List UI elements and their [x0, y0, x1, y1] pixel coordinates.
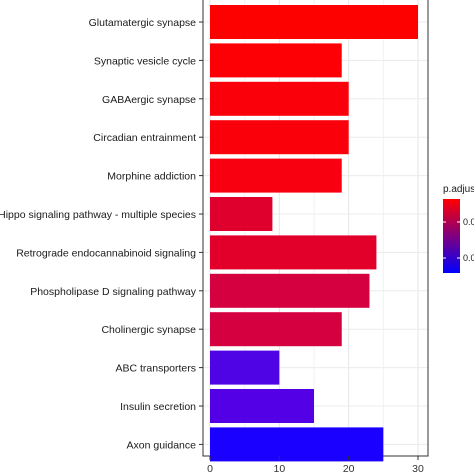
bar	[210, 81, 349, 116]
legend-tick-label: 0.0	[463, 253, 474, 263]
bars	[210, 5, 418, 462]
x-axis: 0 10 20 30	[207, 456, 424, 474]
y-tick-label: Morphine addiction	[107, 171, 196, 183]
y-tick-label: Cholinergic synapse	[101, 324, 196, 336]
y-tick-label: Insulin secretion	[120, 401, 196, 413]
y-axis-labels: Glutamatergic synapse Synaptic vesicle cy…	[0, 17, 203, 451]
legend-colorbar	[443, 199, 460, 273]
x-tick-label: 0	[207, 463, 213, 474]
y-tick-label: Retrograde endocannabinoid signaling	[16, 247, 196, 259]
bar	[210, 158, 342, 193]
bar	[210, 389, 314, 423]
bar	[210, 43, 342, 78]
legend: p.adjust 0.0 0.0	[443, 184, 474, 273]
y-tick-label: Synaptic vesicle cycle	[94, 55, 196, 67]
bar	[210, 273, 370, 308]
x-tick-label: 20	[343, 463, 355, 474]
y-tick-label: ABC transporters	[115, 363, 196, 375]
bar	[210, 120, 349, 155]
y-tick-label: Circadian entrainment	[93, 132, 196, 144]
legend-title: p.adjust	[443, 184, 474, 195]
bar	[210, 312, 342, 347]
x-tick-label: 30	[412, 463, 424, 474]
y-tick-label: Axon guidance	[127, 439, 197, 451]
bar	[210, 235, 377, 270]
bar	[210, 197, 273, 231]
legend-tick-label: 0.0	[463, 217, 474, 227]
y-tick-label: Glutamatergic synapse	[89, 17, 197, 29]
y-tick-label: Hippo signaling pathway - multiple speci…	[0, 209, 196, 221]
y-tick-label: GABAergic synapse	[102, 94, 196, 106]
bar	[210, 350, 280, 385]
x-tick-label: 10	[273, 463, 285, 474]
bar	[210, 427, 384, 462]
bar	[210, 5, 418, 39]
y-tick-label: Phospholipase D signaling pathway	[30, 286, 197, 298]
